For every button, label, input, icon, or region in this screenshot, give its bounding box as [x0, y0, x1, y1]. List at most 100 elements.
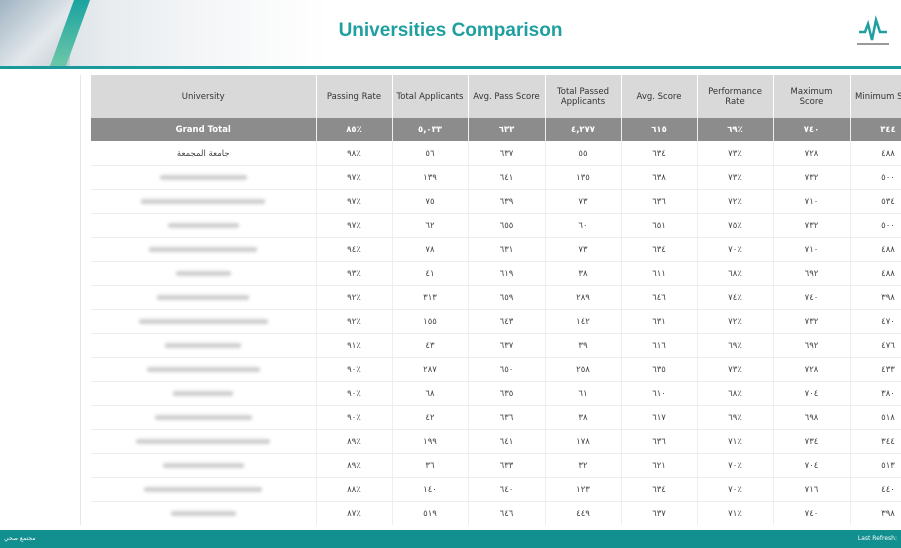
header-divider: [0, 66, 901, 69]
value-cell: ٦٤٦: [468, 501, 546, 525]
value-cell: ٦٣٦: [621, 429, 698, 454]
value-cell: ٦١٩: [468, 261, 546, 286]
redacted-name: [167, 222, 239, 228]
value-cell: ٦٥٥: [468, 213, 546, 238]
value-cell: ٦٤١: [468, 165, 546, 190]
value-cell: ٧٣٢: [773, 309, 851, 334]
value-cell: ٩٧٪: [316, 165, 393, 190]
value-cell: ٦١: [545, 381, 622, 406]
value-cell: ٦٣٤: [621, 141, 698, 166]
table-row: ٩٧٪ ٦٢ ٦٥٥ ٦٠ ٦٥١ ٧٥٪ ٧٣٢ ٥٠٠: [91, 213, 901, 238]
value-cell: ٧٤٠: [773, 285, 851, 310]
value-cell: ٧٣٪: [697, 165, 774, 190]
value-cell: ٥,٠٣٣: [392, 118, 469, 142]
value-cell: ٧١٦: [773, 477, 851, 502]
column-header: University: [91, 75, 317, 118]
value-cell: ٧٤٠: [773, 501, 851, 525]
value-cell: ٢٨٩: [545, 285, 622, 310]
value-cell: ٨٨٪: [316, 477, 393, 502]
value-cell: ٥٠٠: [850, 213, 901, 238]
value-cell: ٦٣١: [468, 237, 546, 262]
value-cell: ٧٣٤: [773, 429, 851, 454]
value-cell: ٦٣٣: [468, 453, 546, 478]
value-cell: ٦١٥: [621, 118, 698, 142]
value-cell: ٧٨: [392, 237, 469, 262]
university-cell: [91, 477, 317, 502]
value-cell: ٩٢٪: [316, 309, 393, 334]
column-header: Avg. Score: [621, 75, 698, 118]
university-cell: [91, 357, 317, 382]
table-row: ٩٧٪ ٧٥ ٦٣٩ ٧٣ ٦٣٦ ٧٢٪ ٧١٠ ٥٣٤: [91, 189, 901, 214]
value-cell: ٩١٪: [316, 333, 393, 358]
footer: مجتمع صحي Last Refresh:: [0, 530, 901, 548]
value-cell: ٨٩٪: [316, 429, 393, 454]
value-cell: ٦٣٣: [468, 118, 546, 142]
university-cell: [91, 381, 317, 406]
value-cell: ٩٧٪: [316, 189, 393, 214]
table-row: ٩٠٪ ٦٨ ٦٣٥ ٦١ ٦١٠ ٦٨٪ ٧٠٤ ٣٨٠: [91, 381, 901, 406]
footer-refresh: Last Refresh:: [857, 535, 897, 542]
value-cell: ٦١١: [621, 261, 698, 286]
value-cell: ٦١٦: [621, 333, 698, 358]
value-cell: ٣٨: [545, 405, 622, 430]
value-cell: ٦٣٦: [468, 405, 546, 430]
value-cell: ٦١٧: [621, 405, 698, 430]
value-cell: ٣٤٤: [850, 118, 901, 142]
value-cell: ٣٩٨: [850, 501, 901, 525]
value-cell: ٢٥٨: [545, 357, 622, 382]
value-cell: ٦٣٥: [468, 381, 546, 406]
value-cell: ٩٠٪: [316, 405, 393, 430]
value-cell: ٤٣٣: [850, 357, 901, 382]
value-cell: ٥٣٤: [850, 189, 901, 214]
value-cell: ٨٥٪: [316, 118, 393, 142]
table-row: ٩٠٪ ٢٨٧ ٦٥٠ ٢٥٨ ٦٣٥ ٧٣٪ ٧٢٨ ٤٣٣: [91, 357, 901, 382]
redacted-name: [146, 366, 260, 372]
table-row: ٩٣٪ ٤١ ٦١٩ ٣٨ ٦١١ ٦٨٪ ٦٩٢ ٤٨٨: [91, 261, 901, 286]
redacted-name: [159, 174, 247, 180]
total-row: Grand Total ٨٥٪ ٥,٠٣٣ ٦٣٣ ٤,٢٧٧ ٦١٥ ٦٩٪ ٧٤٠ ٣٤٤: [91, 118, 901, 142]
redacted-name: [173, 390, 234, 396]
column-header: Total Applicants: [392, 75, 469, 118]
redacted-name: [162, 462, 244, 468]
value-cell: ٥١٩: [392, 501, 469, 525]
value-cell: ٦٣٧: [621, 501, 698, 525]
university-cell: [91, 309, 317, 334]
page-title: Universities Comparison: [338, 20, 563, 41]
value-cell: ٣٦: [392, 453, 469, 478]
sidebar-divider: [80, 75, 81, 525]
university-cell: [91, 453, 317, 478]
university-cell: [91, 285, 317, 310]
value-cell: ٧٣٪: [697, 357, 774, 382]
value-cell: ٣٤٤: [850, 429, 901, 454]
value-cell: ٧٠٪: [697, 453, 774, 478]
value-cell: ٧٠٤: [773, 453, 851, 478]
value-cell: ٦٣١: [621, 309, 698, 334]
redacted-name: [141, 198, 266, 204]
table-row: ٩٢٪ ٣١٣ ٦٥٩ ٢٨٩ ٦٤٦ ٧٤٪ ٧٤٠ ٣٩٨: [91, 285, 901, 310]
value-cell: ٦٥١: [621, 213, 698, 238]
value-cell: ٦٩٪: [697, 405, 774, 430]
value-cell: ١٣٩: [392, 165, 469, 190]
value-cell: ٦٣٤: [621, 237, 698, 262]
value-cell: ٦٣٥: [621, 357, 698, 382]
value-cell: ١٥٥: [392, 309, 469, 334]
value-cell: ٤١: [392, 261, 469, 286]
value-cell: ٤٧٦: [850, 333, 901, 358]
table-row: ٨٩٪ ٣٦ ٦٣٣ ٣٢ ٦٢١ ٧٠٪ ٧٠٤ ٥١٣: [91, 453, 901, 478]
value-cell: ٦٣٤: [621, 477, 698, 502]
value-cell: ٦١٠: [621, 381, 698, 406]
value-cell: ٩٠٪: [316, 381, 393, 406]
university-cell: [91, 405, 317, 430]
value-cell: ٤٢: [392, 405, 469, 430]
university-cell: جامعة المجمعة: [91, 141, 317, 166]
value-cell: ١٣٥: [545, 165, 622, 190]
table-row: ٨٧٪ ٥١٩ ٦٤٦ ٤٤٩ ٦٣٧ ٧١٪ ٧٤٠ ٣٩٨: [91, 501, 901, 525]
value-cell: ٧٠٤: [773, 381, 851, 406]
redacted-name: [144, 486, 263, 492]
value-cell: ٧٢٨: [773, 141, 851, 166]
value-cell: ٦٩٢: [773, 333, 851, 358]
value-cell: ٦٥٠: [468, 357, 546, 382]
value-cell: ٤٨٨: [850, 141, 901, 166]
value-cell: ٧٤٠: [773, 118, 851, 142]
